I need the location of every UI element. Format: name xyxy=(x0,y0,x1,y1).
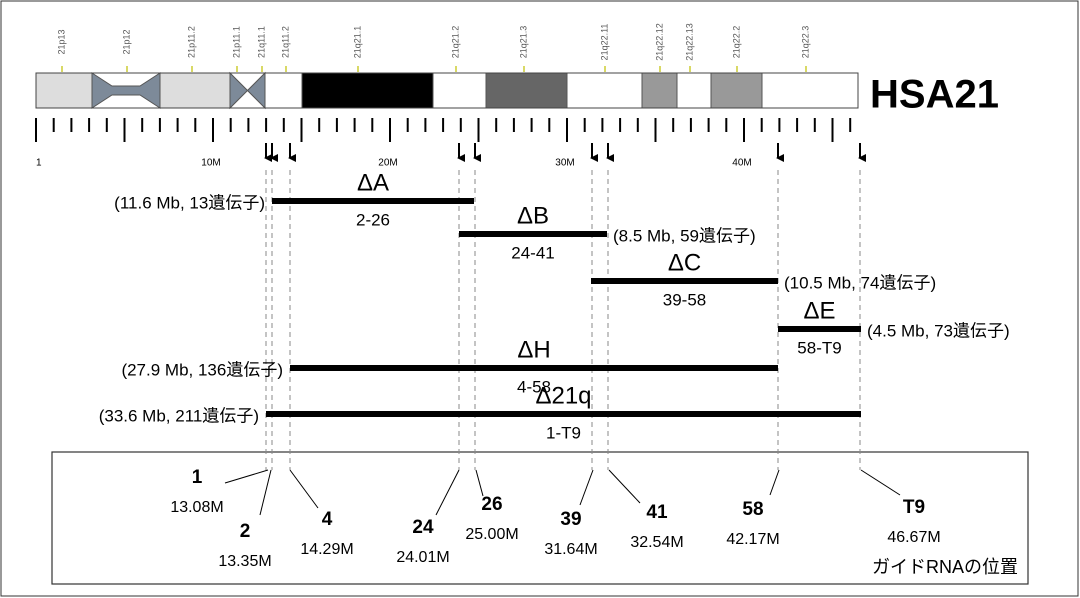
deletion-range: 2-26 xyxy=(356,210,390,229)
band-label: 21q22.3 xyxy=(800,26,810,59)
guide-id: T9 xyxy=(903,497,925,518)
guide-leader xyxy=(475,469,484,497)
guide-position: 32.54M xyxy=(630,534,683,551)
guide-position: 13.08M xyxy=(170,499,223,516)
guide-leader xyxy=(769,469,780,496)
band-label: 21q22.12 xyxy=(654,23,664,61)
guide-box xyxy=(51,451,1029,585)
scale-label: 30M xyxy=(555,158,574,169)
band-label: 21p11.1 xyxy=(231,26,241,58)
scale-label: 1 xyxy=(36,158,42,169)
guide-leader xyxy=(435,469,460,516)
band-label: 21q22.2 xyxy=(731,26,741,59)
guide-id: 39 xyxy=(560,509,581,530)
guide-position: 25.00M xyxy=(465,526,518,543)
guide-leader xyxy=(860,469,901,496)
guide-position: 42.17M xyxy=(726,531,779,548)
guide-id: 24 xyxy=(412,517,434,538)
scale-label: 10M xyxy=(201,158,220,169)
deletion-info: (10.5 Mb, 74遺伝子) xyxy=(784,273,936,292)
band-label: 21p12 xyxy=(121,29,131,54)
band-label: 21q21.1 xyxy=(352,26,362,59)
deletion-info: (8.5 Mb, 59遺伝子) xyxy=(613,226,756,245)
band-label: 21q21.2 xyxy=(450,26,460,59)
guide-leader xyxy=(224,469,269,484)
deletion-info: (11.6 Mb, 13遺伝子) xyxy=(114,193,265,212)
guide-leader xyxy=(608,469,641,504)
deletion-range: 58-T9 xyxy=(797,338,841,357)
guide-caption: ガイドRNAの位置 xyxy=(872,557,1018,577)
guide-id: 58 xyxy=(742,499,763,520)
deletion-info: (27.9 Mb, 136遺伝子) xyxy=(121,360,283,379)
band-label: 21q11.1 xyxy=(256,26,266,58)
band-label: 21p11.2 xyxy=(186,26,196,58)
deletion-info: (4.5 Mb, 73遺伝子) xyxy=(867,321,1010,340)
guide-position: 14.29M xyxy=(300,541,353,558)
guide-position: 31.64M xyxy=(544,541,597,558)
band-label: 21q22.11 xyxy=(599,24,609,61)
scale-label: 40M xyxy=(732,158,751,169)
deletion-range: 24-41 xyxy=(511,243,554,262)
scale-label: 20M xyxy=(378,158,397,169)
deletion-name: ΔB xyxy=(517,202,549,229)
deletion-name: ΔC xyxy=(668,249,701,276)
guide-id: 2 xyxy=(240,521,251,542)
band-label: 21p13 xyxy=(56,29,66,54)
deletion-name: ΔH xyxy=(517,336,550,363)
deletion-name: ΔA xyxy=(357,169,389,196)
ideogram xyxy=(35,71,859,110)
chromosome-name: HSA21 xyxy=(870,73,999,117)
guide-id: 26 xyxy=(481,494,502,515)
band-label: 21q21.3 xyxy=(518,26,528,59)
guide-position: 13.35M xyxy=(218,553,271,570)
guide-id: 4 xyxy=(322,509,333,530)
deletion-range: 1-T9 xyxy=(546,423,581,442)
guide-id: 1 xyxy=(192,467,203,488)
guide-id: 41 xyxy=(646,502,668,523)
deletion-info: (33.6 Mb, 211遺伝子) xyxy=(99,406,259,425)
band-label: 21q11.2 xyxy=(280,26,290,58)
deletion-name: ΔE xyxy=(803,297,835,324)
guide-leader xyxy=(289,469,319,509)
guide-leader xyxy=(579,469,594,506)
guide-position: 24.01M xyxy=(396,549,449,566)
guide-position: 46.67M xyxy=(887,529,940,546)
deletion-range: 39-58 xyxy=(663,290,706,309)
band-label: 21q22.13 xyxy=(684,23,694,61)
guide-leader xyxy=(259,469,272,516)
deletion-name: Δ21q xyxy=(535,382,591,409)
deletion-range: 4-58 xyxy=(517,377,551,396)
